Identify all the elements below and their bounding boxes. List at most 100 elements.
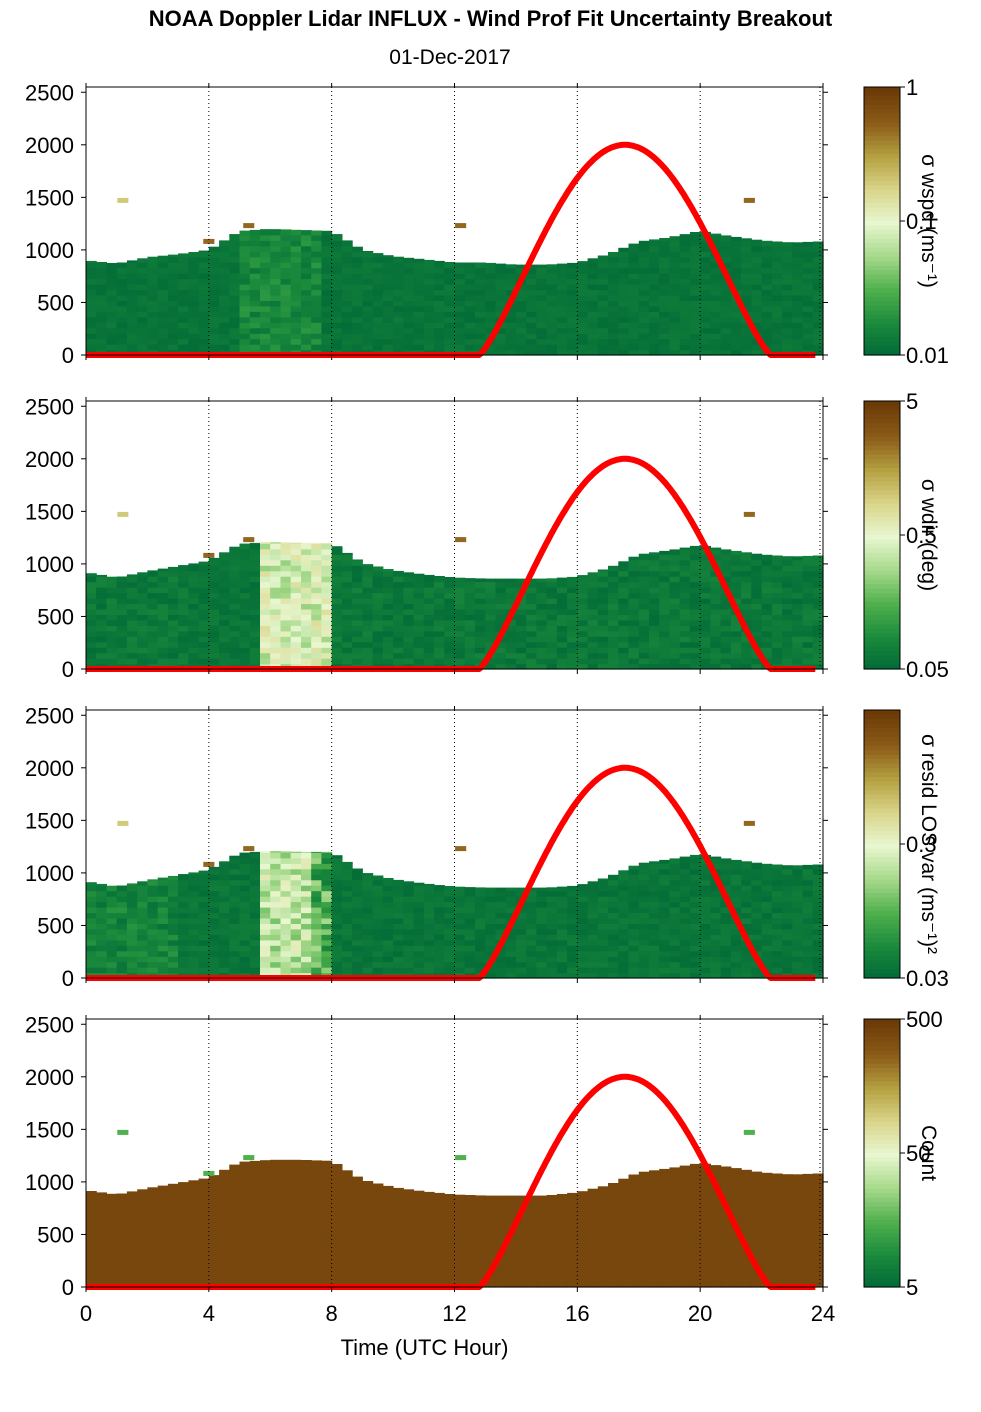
heatmap-cell xyxy=(382,945,394,952)
heatmap-cell xyxy=(116,1276,128,1283)
heatmap-cell xyxy=(311,587,322,594)
colorbar-cell xyxy=(864,655,900,661)
colorbar-cell xyxy=(864,414,900,420)
heatmap-cell xyxy=(485,901,496,908)
heatmap-cell xyxy=(782,950,793,957)
heatmap-cell xyxy=(761,305,773,312)
heatmap-cell xyxy=(546,592,558,599)
heatmap-cell xyxy=(546,289,558,296)
heatmap-cell xyxy=(393,278,404,285)
heatmap-cell xyxy=(679,879,691,886)
heatmap-cell xyxy=(679,647,691,654)
heatmap-cell xyxy=(608,289,619,296)
heatmap-cell xyxy=(679,917,691,924)
heatmap-cell xyxy=(239,305,251,312)
heatmap-cell xyxy=(587,349,599,356)
heatmap-cell xyxy=(782,885,793,892)
heatmap-cell xyxy=(311,316,322,323)
heatmap-cell xyxy=(761,565,773,572)
heatmap-cell xyxy=(147,1187,159,1190)
heatmap-cell xyxy=(689,311,701,318)
heatmap-cell xyxy=(751,559,763,566)
heatmap-cell xyxy=(219,256,230,263)
heatmap-cell xyxy=(434,647,445,654)
heatmap-cell xyxy=(331,251,343,258)
heatmap-cell xyxy=(178,907,189,914)
heatmap-cell xyxy=(239,1166,251,1173)
heatmap-cell xyxy=(741,576,752,583)
heatmap-cell xyxy=(382,625,394,632)
heatmap-cell xyxy=(393,917,404,924)
heatmap-cell xyxy=(485,316,496,323)
heatmap-cell xyxy=(679,907,691,914)
heatmap-cell xyxy=(331,311,343,318)
heatmap-cell xyxy=(362,619,374,626)
heatmap-cell xyxy=(393,879,404,886)
heatmap-cell xyxy=(741,327,752,334)
heatmap-cell xyxy=(270,576,281,583)
heatmap-cell xyxy=(157,652,169,659)
heatmap-cell xyxy=(444,338,456,345)
heatmap-cell xyxy=(792,923,804,930)
colorbar-cell xyxy=(864,180,900,186)
heatmap-cell xyxy=(812,592,824,599)
heatmap-cell xyxy=(792,603,804,610)
heatmap-cell xyxy=(710,907,722,914)
heatmap-cell xyxy=(812,945,824,952)
heatmap-cell xyxy=(301,581,312,588)
heatmap-cell xyxy=(270,967,281,974)
heatmap-cell xyxy=(464,614,476,621)
heatmap-cell xyxy=(812,647,824,654)
heatmap-cell xyxy=(393,956,404,963)
colorbar-cell xyxy=(864,247,900,253)
heatmap-cell xyxy=(495,619,507,626)
heatmap-cell xyxy=(219,273,230,280)
heatmap-cell xyxy=(321,284,333,291)
heatmap-cell xyxy=(270,284,281,291)
heatmap-cell xyxy=(116,967,128,974)
heatmap-cell xyxy=(270,917,281,924)
heatmap-cell xyxy=(577,619,589,626)
heatmap-cell xyxy=(137,322,148,329)
heatmap-cell xyxy=(301,614,312,621)
colorbar-cell xyxy=(864,960,900,966)
heatmap-cell xyxy=(567,663,578,670)
heatmap-cell xyxy=(106,581,118,588)
heatmap-cell xyxy=(249,961,261,968)
heatmap-cell xyxy=(649,641,660,648)
heatmap-cell xyxy=(679,256,691,263)
heatmap-cell xyxy=(700,885,711,892)
heatmap-cell xyxy=(495,912,507,919)
heatmap-cell xyxy=(638,278,650,285)
heatmap-cell xyxy=(260,907,271,914)
heatmap-cell xyxy=(730,245,742,252)
heatmap-cell xyxy=(761,636,773,643)
heatmap-cell xyxy=(126,592,138,599)
heatmap-cell xyxy=(464,300,476,307)
heatmap-cell xyxy=(669,625,681,632)
heatmap-cell xyxy=(280,967,292,974)
heatmap-cell xyxy=(689,863,701,870)
heatmap-cell xyxy=(229,256,241,263)
heatmap-cell xyxy=(802,592,814,599)
heatmap-cell xyxy=(178,636,189,643)
heatmap-cell xyxy=(260,548,271,555)
heatmap-cell xyxy=(618,289,630,296)
heatmap-cell xyxy=(403,572,415,577)
heatmap-cell xyxy=(167,322,179,329)
heatmap-cell xyxy=(249,852,261,859)
heatmap-cell xyxy=(515,917,527,924)
heatmap-cell xyxy=(106,333,118,340)
heatmap-cell xyxy=(137,1221,148,1228)
heatmap-cell xyxy=(475,630,486,637)
heatmap-cell xyxy=(495,349,507,356)
colorbar-cell xyxy=(864,777,900,783)
heatmap-cell xyxy=(86,1226,97,1233)
heatmap-cell xyxy=(792,344,804,351)
heatmap-cell xyxy=(280,647,292,654)
heatmap-cell xyxy=(321,251,333,258)
heatmap-cell xyxy=(301,554,312,561)
heatmap-cell xyxy=(689,625,701,632)
heatmap-cell xyxy=(638,901,650,908)
heatmap-cell xyxy=(301,851,312,853)
